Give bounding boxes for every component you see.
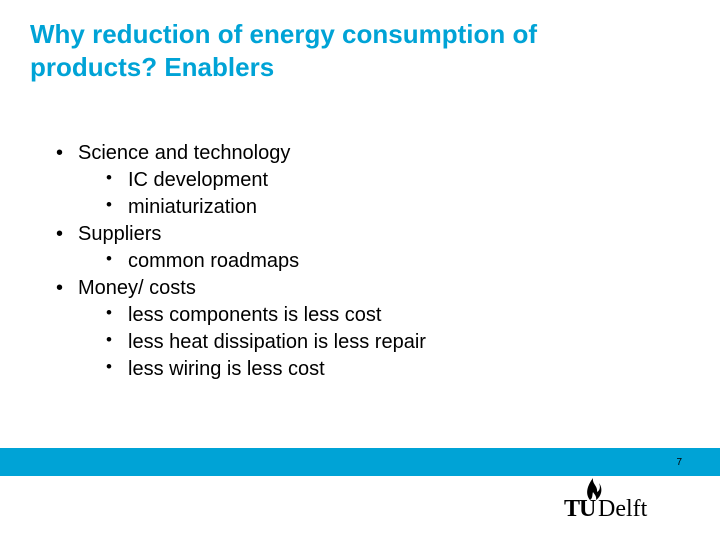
slide: Why reduction of energy consumption of p… [0, 0, 720, 540]
list-item: miniaturization [106, 194, 656, 221]
slide-title: Why reduction of energy consumption of p… [30, 18, 670, 83]
list-item: less wiring is less cost [106, 356, 656, 383]
page-number: 7 [676, 457, 682, 468]
logo-delft-text: Delft [598, 496, 647, 523]
list-item: Money/ costs less components is less cos… [56, 275, 656, 383]
slide-content: Science and technology IC development mi… [56, 140, 656, 383]
list-item: less components is less cost [106, 302, 656, 329]
bullet-text: less components is less cost [128, 304, 381, 326]
sub-list: less components is less cost less heat d… [106, 302, 656, 383]
tudelft-logo: TU Delft [564, 482, 684, 526]
list-item: Suppliers common roadmaps [56, 221, 656, 275]
bullet-text: Money/ costs [78, 277, 196, 299]
sub-list: common roadmaps [106, 248, 656, 275]
bullet-text: less heat dissipation is less repair [128, 331, 426, 353]
bullet-list: Science and technology IC development mi… [56, 140, 656, 383]
sub-list: IC development miniaturization [106, 167, 656, 221]
logo-tu-text: TU [564, 496, 595, 523]
list-item: IC development [106, 167, 656, 194]
bullet-text: common roadmaps [128, 250, 299, 272]
list-item: common roadmaps [106, 248, 656, 275]
list-item: Science and technology IC development mi… [56, 140, 656, 221]
bullet-text: Suppliers [78, 223, 161, 245]
bullet-text: less wiring is less cost [128, 358, 325, 380]
bullet-text: IC development [128, 169, 268, 191]
bullet-text: miniaturization [128, 196, 257, 218]
accent-bar [0, 448, 720, 476]
bullet-text: Science and technology [78, 142, 290, 164]
list-item: less heat dissipation is less repair [106, 329, 656, 356]
